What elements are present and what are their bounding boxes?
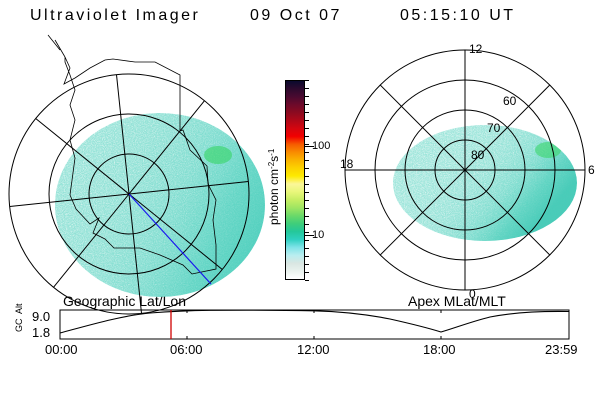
svg-text:80: 80 bbox=[471, 148, 485, 162]
svg-text:12: 12 bbox=[469, 42, 483, 56]
svg-text:18: 18 bbox=[340, 157, 354, 171]
svg-text:60: 60 bbox=[503, 94, 517, 108]
svg-text:6: 6 bbox=[588, 163, 595, 177]
svg-text:70: 70 bbox=[487, 121, 501, 135]
svg-text:0: 0 bbox=[469, 287, 476, 301]
